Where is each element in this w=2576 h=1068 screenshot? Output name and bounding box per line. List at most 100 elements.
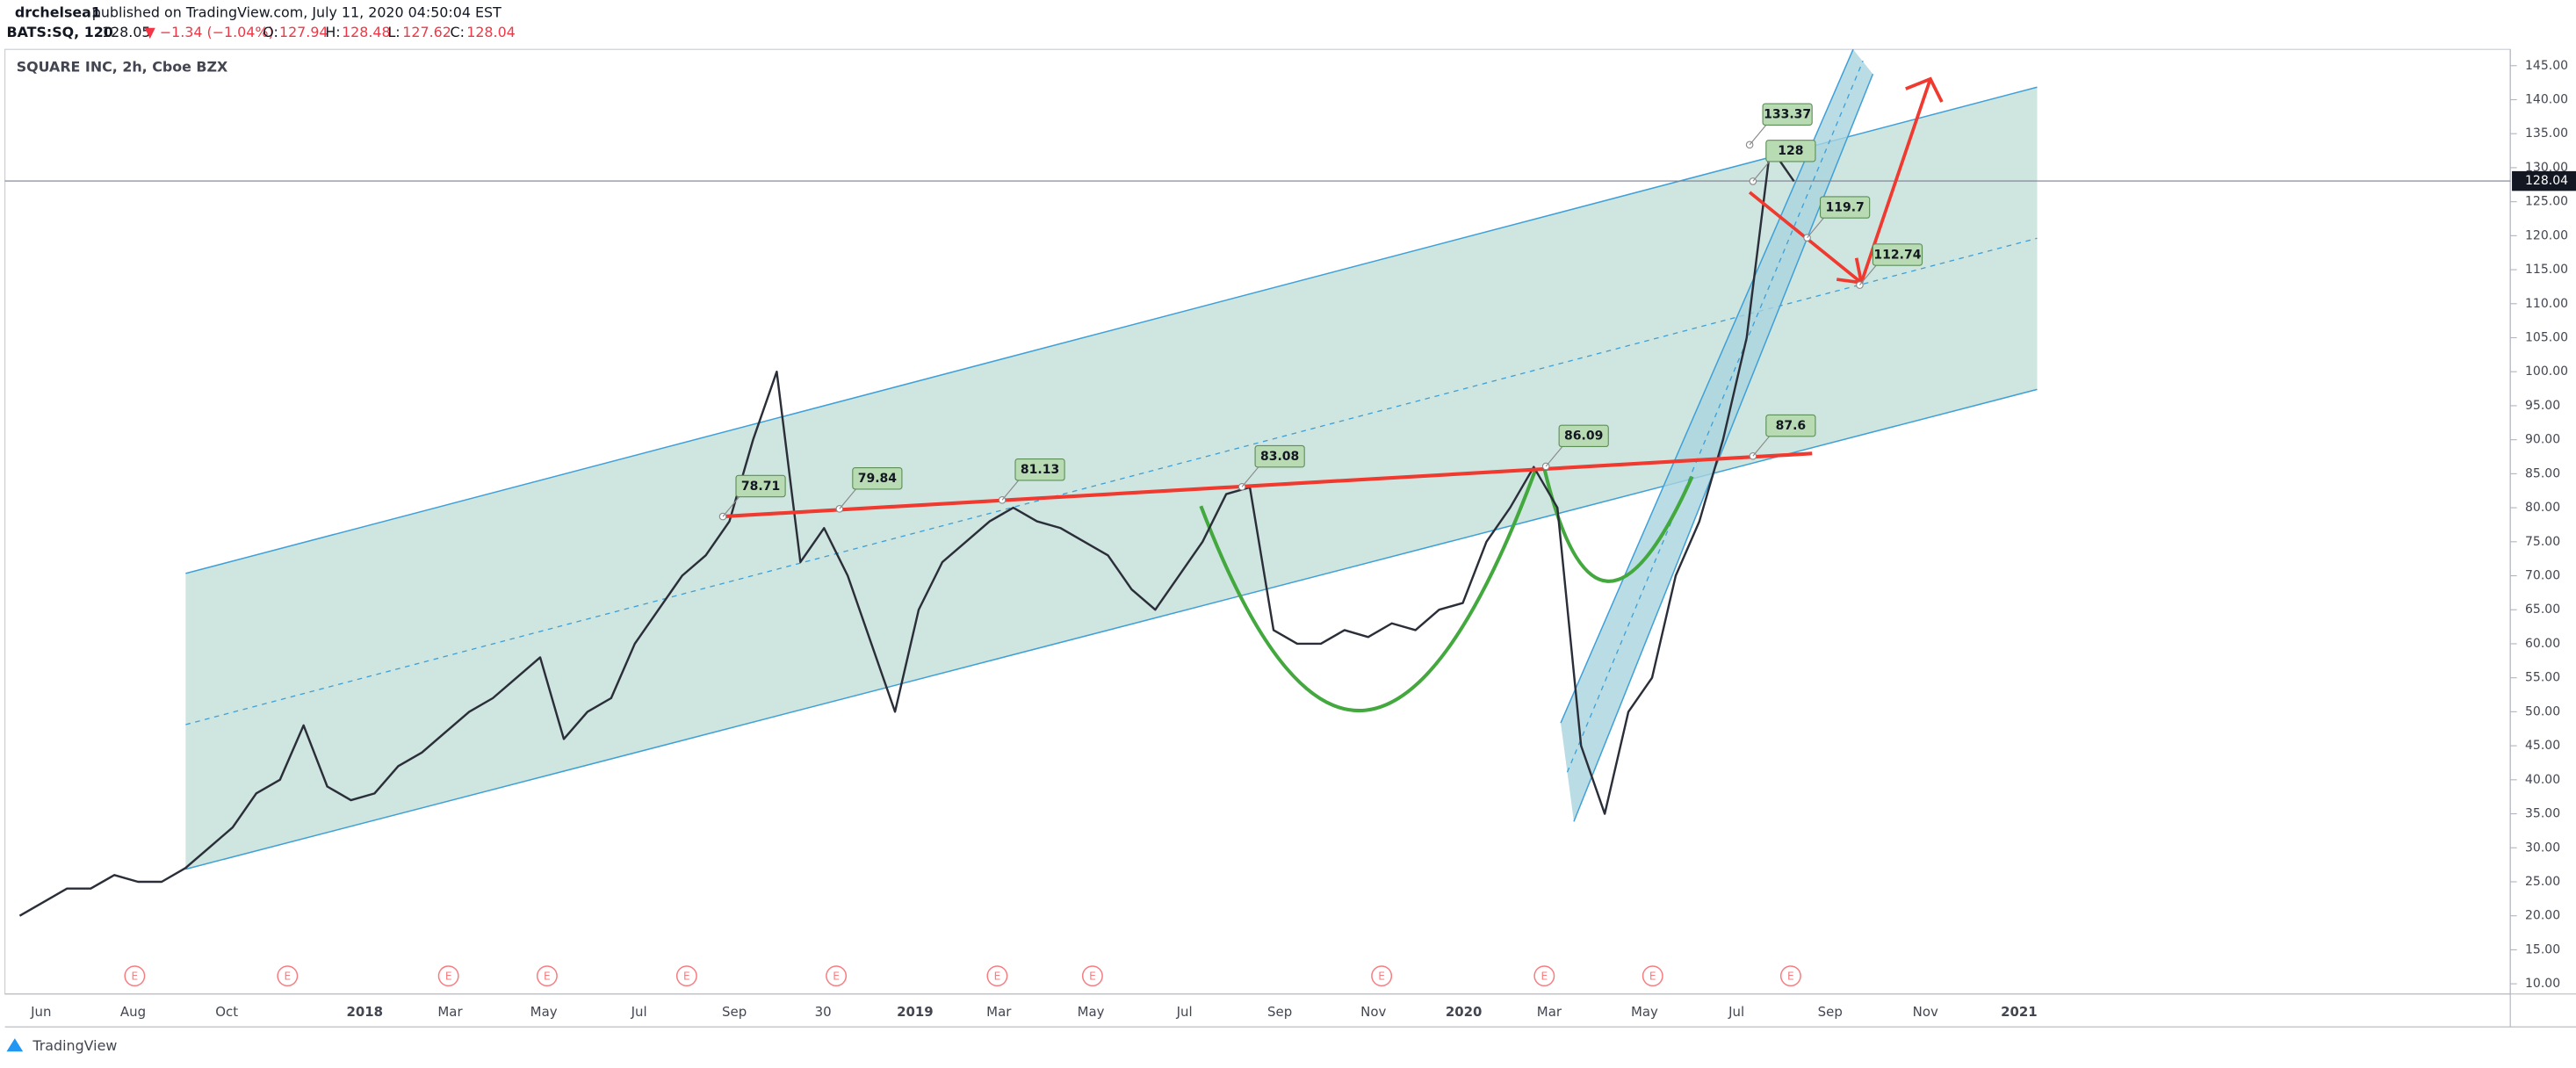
drawings <box>4 48 2511 995</box>
y-tick-label: 65.00 <box>2525 603 2560 617</box>
y-tick-label: 80.00 <box>2525 501 2560 515</box>
annotation-pointer <box>1001 480 1020 501</box>
annotation-label: 87.6 <box>1776 419 1807 433</box>
logo <box>6 1038 24 1052</box>
annotation-pointer <box>839 488 856 509</box>
annotation-label: 128 <box>1778 144 1803 158</box>
earnings-marker <box>1081 965 1103 987</box>
earnings-label: E <box>544 971 551 983</box>
y-tick-label: 30.00 <box>2525 841 2560 855</box>
y-tick-label: 145.00 <box>2525 59 2568 73</box>
x-tick-label: Sep <box>722 1004 747 1020</box>
annotation-pointer <box>1859 264 1877 285</box>
h: 128.48 <box>342 24 391 40</box>
annotation-pointer <box>1752 161 1770 182</box>
earnings-label: E <box>1541 971 1548 983</box>
annotation-pointer <box>1752 436 1770 457</box>
footer: TradingView <box>32 1037 117 1054</box>
y-tick-label: 15.00 <box>2525 942 2560 956</box>
last-price-label: 128.04 <box>2525 174 2568 188</box>
channel-mid <box>185 237 2038 725</box>
main-channel <box>185 87 2038 870</box>
earnings-marker <box>437 965 459 987</box>
x-tick-label: Mar <box>437 1004 463 1020</box>
x-tick-label: May <box>530 1004 558 1020</box>
x-tick-label: 2019 <box>897 1004 934 1020</box>
annotation-box <box>852 467 903 490</box>
annotation-label: 112.74 <box>1873 248 1921 262</box>
x-tick-label: 2021 <box>2001 1004 2038 1020</box>
annotation-label: 79.84 <box>858 472 898 486</box>
publisher: drchelsea1 <box>15 4 101 21</box>
y-tick-label: 105.00 <box>2525 331 2568 345</box>
x-tick-label: Jul <box>1728 1004 1744 1020</box>
y-tick-label: 50.00 <box>2525 704 2560 718</box>
l-label: L: <box>387 24 400 40</box>
earnings-label: E <box>132 971 139 983</box>
annotation-box <box>1762 103 1813 126</box>
annotation-box <box>1819 196 1871 219</box>
earnings-label: E <box>1089 971 1096 983</box>
change: ▼ −1.34 (−1.04%) <box>145 24 274 40</box>
y-tick-label: 25.00 <box>2525 875 2560 889</box>
published: published on TradingView.com, July 11, 2… <box>92 4 501 21</box>
chart-title: SQUARE INC, 2h, Cboe BZX <box>17 58 228 75</box>
o-label: O: <box>263 24 278 40</box>
x-tick-label: Jun <box>30 1004 51 1020</box>
annotation-label: 86.09 <box>1564 429 1603 444</box>
y-tick-label: 140.00 <box>2525 92 2568 106</box>
y-tick-label: 70.00 <box>2525 569 2560 583</box>
x-tick-label: Oct <box>215 1004 238 1020</box>
earnings-marker <box>1779 965 1801 987</box>
earnings-marker <box>536 965 558 987</box>
earnings-marker <box>1533 965 1555 987</box>
y-tick-label: 45.00 <box>2525 739 2560 753</box>
x-tick-label: May <box>1078 1004 1105 1020</box>
annotation-pointer <box>1545 446 1563 467</box>
price-line <box>18 146 1795 917</box>
earnings-label: E <box>994 971 1001 983</box>
steep-channel <box>1561 49 1873 822</box>
y-tick-label: 40.00 <box>2525 773 2560 787</box>
y-tick-label: 120.00 <box>2525 228 2568 242</box>
x-tick-label: Nov <box>1360 1004 1386 1020</box>
annotation-label: 133.37 <box>1764 108 1811 122</box>
x-tick-label: 2020 <box>1446 1004 1483 1020</box>
annotation-box <box>735 474 786 498</box>
earnings-label: E <box>285 971 292 983</box>
y-tick-label: 35.00 <box>2525 807 2560 821</box>
annotation-box <box>1765 414 1816 437</box>
x-tick-label: Aug <box>120 1004 146 1020</box>
annotation-pointer <box>1807 217 1824 239</box>
annotation-label: 83.08 <box>1260 450 1299 464</box>
neckline <box>722 451 1813 519</box>
annotation-box <box>1765 140 1816 162</box>
x-tick-label: Sep <box>1267 1004 1292 1020</box>
x-tick-label: Sep <box>1818 1004 1843 1020</box>
l: 127.62 <box>402 24 451 40</box>
y-tick-label: 110.00 <box>2525 297 2568 311</box>
annotation-pointer <box>1749 125 1767 146</box>
x-tick-label: Nov <box>1913 1004 1938 1020</box>
x-tick-label: Mar <box>1537 1004 1562 1020</box>
y-tick-label: 125.00 <box>2525 195 2568 209</box>
earnings-marker <box>986 965 1008 987</box>
earnings-label: E <box>833 971 840 983</box>
annotation-label: 119.7 <box>1825 200 1864 214</box>
h-label: H: <box>325 24 340 40</box>
annotation-box <box>1558 424 1609 448</box>
c: 128.04 <box>466 24 516 40</box>
earnings-label: E <box>1787 971 1794 983</box>
y-tick-label: 95.00 <box>2525 399 2560 413</box>
channel-upper <box>185 86 2038 574</box>
annotation-pointer <box>1241 466 1259 487</box>
y-tick-label: 10.00 <box>2525 977 2560 991</box>
x-tick-label: Jul <box>1176 1004 1193 1020</box>
x-tick-label: 2018 <box>346 1004 383 1020</box>
annotation-box <box>1014 458 1065 481</box>
y-tick-label: 115.00 <box>2525 263 2568 277</box>
earnings-marker <box>124 965 146 987</box>
last: 128.05 <box>102 24 151 40</box>
